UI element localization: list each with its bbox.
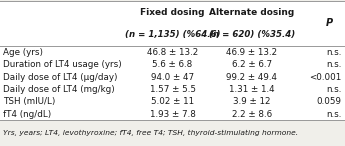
Text: 0.059: 0.059 (317, 97, 342, 106)
Text: 2.2 ± 8.6: 2.2 ± 8.6 (232, 110, 272, 119)
Text: fT4 (ng/dL): fT4 (ng/dL) (3, 110, 52, 119)
Text: 5.02 ± 11: 5.02 ± 11 (151, 97, 194, 106)
Text: (n = 1,135) (%64.6): (n = 1,135) (%64.6) (125, 30, 220, 39)
Text: 1.57 ± 5.5: 1.57 ± 5.5 (149, 85, 196, 94)
Text: Daily dose of LT4 (µg/day): Daily dose of LT4 (µg/day) (3, 73, 118, 81)
Text: n.s.: n.s. (326, 48, 342, 57)
Bar (0, 1, 345, 120)
Text: 46.8 ± 13.2: 46.8 ± 13.2 (147, 48, 198, 57)
Text: P: P (326, 18, 333, 28)
Text: Age (yrs): Age (yrs) (3, 48, 43, 57)
Text: 94.0 ± 47: 94.0 ± 47 (151, 73, 194, 81)
Text: 5.6 ± 6.8: 5.6 ± 6.8 (152, 60, 193, 69)
Text: 1.93 ± 7.8: 1.93 ± 7.8 (150, 110, 195, 119)
Text: Daily dose of LT4 (mg/kg): Daily dose of LT4 (mg/kg) (3, 85, 115, 94)
Text: Alternate dosing: Alternate dosing (209, 8, 295, 17)
Text: 99.2 ± 49.4: 99.2 ± 49.4 (226, 73, 277, 81)
Text: 46.9 ± 13.2: 46.9 ± 13.2 (226, 48, 277, 57)
Text: Duration of LT4 usage (yrs): Duration of LT4 usage (yrs) (3, 60, 122, 69)
Text: n.s.: n.s. (326, 85, 342, 94)
Text: n.s.: n.s. (326, 60, 342, 69)
Text: n.s.: n.s. (326, 110, 342, 119)
Text: (n = 620) (%35.4): (n = 620) (%35.4) (209, 30, 295, 39)
Text: 3.9 ± 12: 3.9 ± 12 (233, 97, 270, 106)
Text: 1.31 ± 1.4: 1.31 ± 1.4 (229, 85, 275, 94)
Text: 6.2 ± 6.7: 6.2 ± 6.7 (232, 60, 272, 69)
Text: TSH (mIU/L): TSH (mIU/L) (3, 97, 56, 106)
Text: Fixed dosing: Fixed dosing (140, 8, 205, 17)
Text: Yrs, years; LT4, levothyroxine; fT4, free T4; TSH, thyroid-stimulating hormone.: Yrs, years; LT4, levothyroxine; fT4, fre… (3, 130, 298, 136)
Text: <0.001: <0.001 (309, 73, 342, 81)
